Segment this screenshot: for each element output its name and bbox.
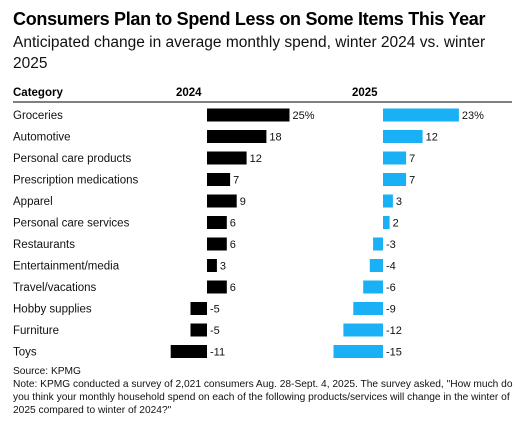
data-label-2025: 7 xyxy=(409,153,415,165)
category-label: Prescription medications xyxy=(13,175,139,187)
data-label-2024: 3 xyxy=(220,261,226,273)
bar-2024 xyxy=(190,323,207,337)
data-label-2024: -11 xyxy=(210,347,225,359)
data-label-2025: -6 xyxy=(386,282,396,294)
bar-2024 xyxy=(207,130,267,143)
bar-2025 xyxy=(363,280,383,294)
category-label: Travel/vacations xyxy=(13,282,97,294)
bar-2025 xyxy=(333,345,383,358)
chart-title: Consumers Plan to Spend Less on Some Ite… xyxy=(13,9,486,29)
bar-2024 xyxy=(207,237,227,251)
chart-subtitle: Anticipated change in average monthly sp… xyxy=(13,34,486,72)
bar-2024 xyxy=(207,194,237,208)
bar-2025 xyxy=(383,130,423,143)
category-label: Groceries xyxy=(13,110,63,122)
data-label-2025: -4 xyxy=(386,261,396,273)
data-label-2025: 3 xyxy=(396,196,402,208)
data-label-2024: 7 xyxy=(233,175,239,187)
bar-2024 xyxy=(207,151,247,165)
bar-2024 xyxy=(207,216,227,229)
bar-2025 xyxy=(343,323,383,337)
data-label-2024: 9 xyxy=(240,196,246,208)
source-text: Source: KPMG xyxy=(13,366,81,377)
data-label-2025: 7 xyxy=(409,175,415,187)
category-label: Entertainment/media xyxy=(13,261,120,273)
data-label-2024: 12 xyxy=(250,153,262,165)
data-label-2024: 25% xyxy=(293,110,315,122)
data-label-2024: -5 xyxy=(210,304,220,316)
series-header-2024: 2024 xyxy=(176,87,202,99)
note-text: Note: KPMG conducted a survey of 2,021 c… xyxy=(13,379,513,416)
bar-2024 xyxy=(207,173,231,186)
category-label: Restaurants xyxy=(13,239,75,251)
bar-2024 xyxy=(170,345,207,358)
category-label: Personal care products xyxy=(13,153,132,165)
category-label: Apparel xyxy=(13,196,53,208)
data-label-2024: 6 xyxy=(230,282,236,294)
bar-2024 xyxy=(207,280,227,294)
bar-2025 xyxy=(383,194,393,208)
bar-2025 xyxy=(353,302,383,315)
data-label-2025: -15 xyxy=(386,347,402,359)
bar-2025 xyxy=(383,216,390,229)
data-label-2025: -12 xyxy=(386,325,402,337)
category-label: Furniture xyxy=(13,325,59,337)
bar-2024 xyxy=(207,108,290,122)
data-label-2024: 6 xyxy=(230,239,236,251)
data-label-2024: 6 xyxy=(230,218,236,230)
bar-2025 xyxy=(383,108,459,122)
bar-2025 xyxy=(373,237,383,251)
data-label-2024: 18 xyxy=(269,132,281,144)
category-label: Automotive xyxy=(13,132,71,144)
category-label: Hobby supplies xyxy=(13,304,92,316)
data-label-2025: -3 xyxy=(386,239,396,251)
category-label: Toys xyxy=(13,347,37,359)
bar-2025 xyxy=(369,259,383,272)
category-header: Category xyxy=(13,87,63,99)
data-label-2025: 23% xyxy=(462,110,484,122)
bar-2024 xyxy=(190,302,207,315)
data-label-2025: -9 xyxy=(386,304,396,316)
bar-2024 xyxy=(207,259,217,272)
data-label-2025: 12 xyxy=(426,132,438,144)
series-header-2025: 2025 xyxy=(352,87,378,99)
bar-2025 xyxy=(383,151,407,165)
data-label-2024: -5 xyxy=(210,325,220,337)
data-label-2025: 2 xyxy=(393,218,399,230)
chart-footer: Source: KPMG Note: KPMG conducted a surv… xyxy=(13,365,518,417)
category-label: Personal care services xyxy=(13,218,130,230)
bar-2025 xyxy=(383,173,407,186)
